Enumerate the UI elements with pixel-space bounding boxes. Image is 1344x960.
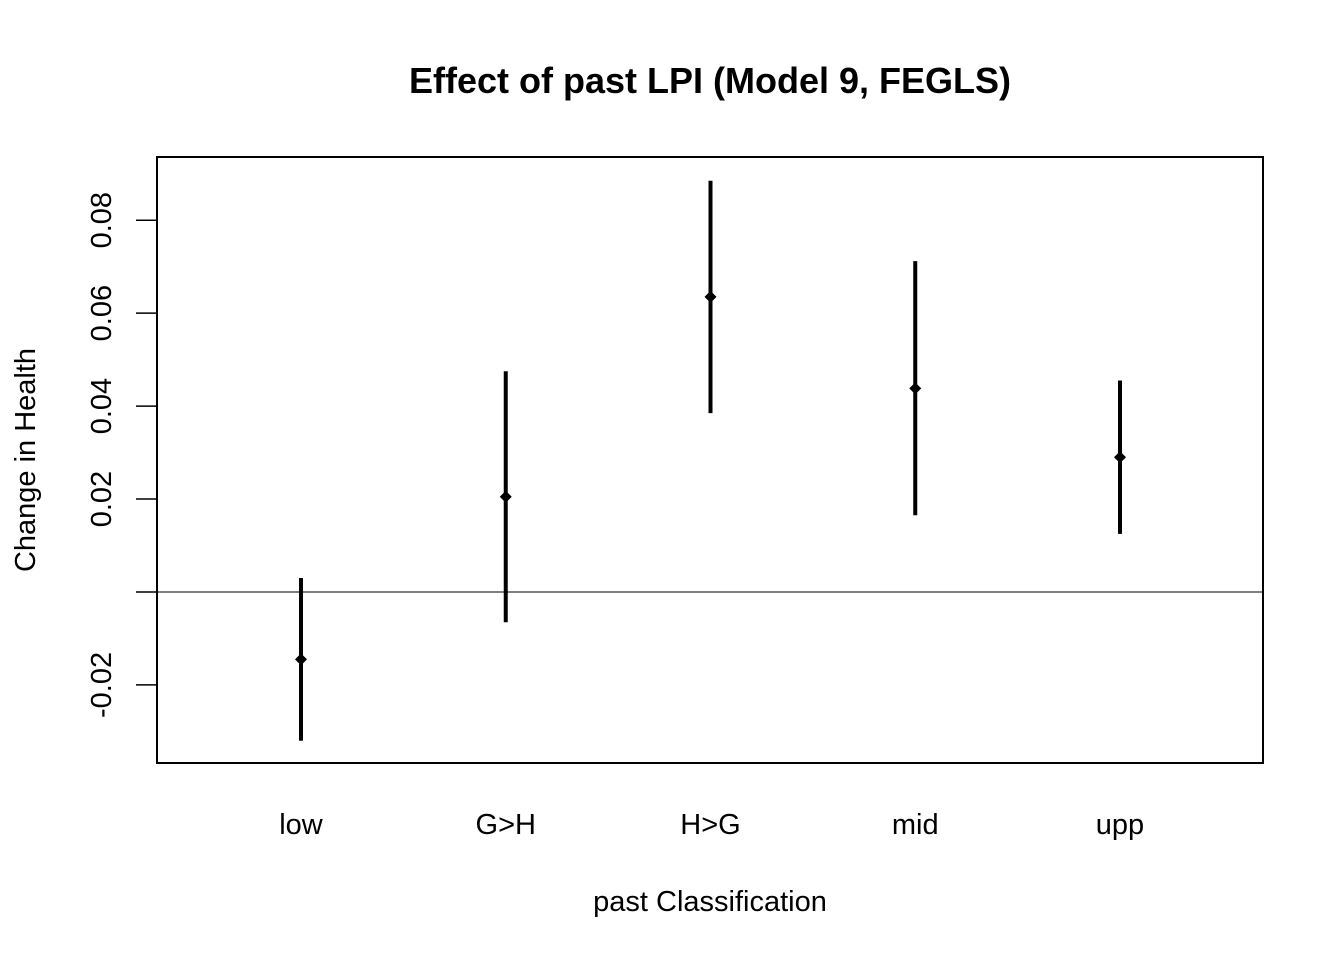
x-tick-label: upp (1096, 809, 1144, 841)
y-tick-label: 0.04 (86, 378, 118, 434)
point-estimate (295, 653, 307, 666)
y-tick-label: 0.08 (86, 192, 118, 248)
y-tick-label: 0.06 (86, 285, 118, 341)
point-estimate (499, 490, 512, 503)
point-estimate (704, 290, 717, 303)
y-axis: -0.02 0.02 0.04 0.06 0.08 (86, 192, 157, 718)
chart-title: Effect of past LPI (Model 9, FEGLS) (409, 60, 1011, 101)
error-bars (299, 180, 1122, 741)
y-tick-label: 0.02 (86, 471, 118, 527)
y-tick-label: -0.02 (86, 652, 118, 718)
y-axis-title: Change in Health (10, 348, 42, 572)
point-estimate (1114, 451, 1126, 464)
x-tick-label: mid (892, 809, 939, 841)
point-estimates (295, 290, 1126, 666)
x-tick-label: G>H (476, 809, 536, 841)
plot-frame (156, 156, 1264, 764)
point-estimate (909, 382, 922, 395)
x-axis-title: past Classification (593, 886, 827, 918)
x-tick-label: H>G (680, 809, 740, 841)
x-axis-labels: low G>H H>G mid upp (279, 809, 1144, 841)
x-tick-label: low (279, 809, 324, 841)
